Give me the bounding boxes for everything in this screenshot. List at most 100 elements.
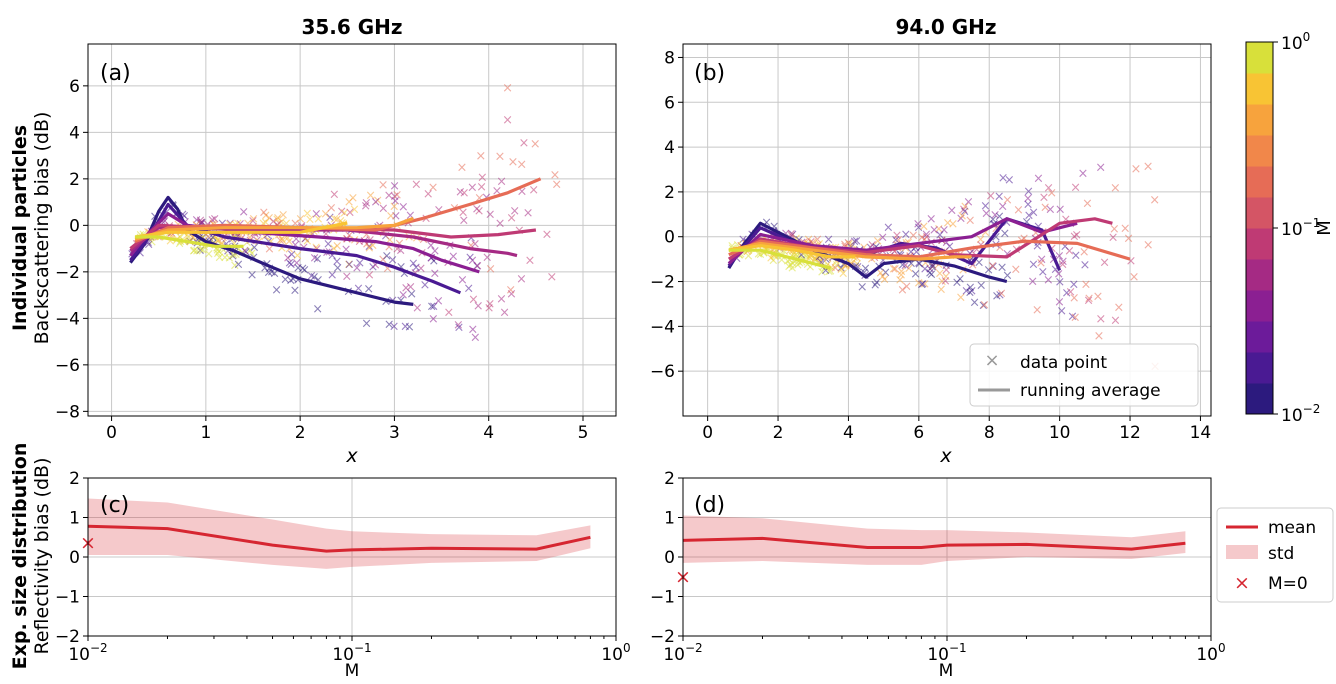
legend-data-point-label: data point (1020, 353, 1107, 373)
panel-a-data-point: × (524, 253, 535, 268)
panel-b-data-point: × (910, 267, 921, 282)
panel-a-data-point: × (168, 199, 179, 214)
panel-a-data-point: × (390, 209, 401, 224)
legend-std-label: std (1268, 544, 1294, 564)
legend-std-patch (1226, 545, 1258, 559)
panel-b-data-point: × (761, 216, 772, 231)
panel-b-data-point: × (1043, 273, 1054, 288)
panel-a-data-point: × (400, 281, 411, 296)
panel-a-data-point: × (344, 229, 355, 244)
panel-a-data-point: × (430, 244, 441, 259)
panel-a-data-point: × (187, 231, 198, 246)
panel-a-data-point: × (419, 278, 430, 293)
panel-b-data-point: × (1019, 231, 1030, 246)
panel-a-data-point: × (433, 294, 444, 309)
panel-b-data-point: × (867, 238, 878, 253)
panel-a-data-point: × (268, 214, 279, 229)
panel-b-data-point: × (803, 233, 814, 248)
panel-a-data-point: × (384, 233, 395, 248)
panel-b-xtick-label: 4 (843, 423, 854, 443)
panel-b-data-point: × (851, 251, 862, 266)
panel-a-data-point: × (353, 281, 364, 296)
panel-a-data-point: × (288, 272, 299, 287)
panel-b-xtick-label: 10 (1049, 423, 1071, 443)
panel-b-data-point: × (1028, 257, 1039, 272)
panel-a-data-point: × (183, 231, 194, 246)
panel-b-data-point: × (790, 248, 801, 263)
panel-b-data-point: × (767, 243, 778, 258)
panel-a-data-point: × (209, 212, 220, 227)
panel-b-data-point: × (893, 233, 904, 248)
panel-a-data-point: × (229, 237, 240, 252)
panel-a-data-point: × (266, 234, 277, 249)
panel-b-data-point: × (980, 199, 991, 214)
panel-b-data-point: × (769, 249, 780, 264)
panel-d-label: (d) (694, 493, 725, 518)
panel-a-data-point: × (458, 206, 469, 221)
panel-a-data-point: × (320, 207, 331, 222)
panel-a-data-point: × (312, 302, 323, 317)
panel-a-data-point: × (188, 230, 199, 245)
colorbar-cell (1246, 259, 1273, 291)
panel-b-data-point: × (1110, 181, 1121, 196)
panel-a-data-point: × (400, 319, 411, 334)
panel-a-data-point: × (426, 251, 437, 266)
panel-a-data-point: × (428, 254, 439, 269)
panel-d-xtick-label: 10−2 (663, 641, 702, 665)
panel-b-data-point: × (1010, 263, 1021, 278)
panel-b-data-point: × (769, 249, 780, 264)
panel-a-data-point: × (509, 204, 520, 219)
panel-b-data-point: × (776, 253, 787, 268)
panel-a-data-point: × (542, 228, 553, 243)
panel-a-data-point: × (331, 213, 342, 228)
panel-b-data-point: × (857, 280, 868, 295)
panel-a-data-point: × (309, 224, 320, 239)
panel-b-data-point: × (1054, 275, 1065, 290)
colorbar-label: M (1314, 220, 1335, 236)
panel-a-data-point: × (516, 272, 527, 287)
panel-a-data-point: × (290, 216, 301, 231)
panel-a-data-point: × (232, 217, 243, 232)
panel-b-data-point: × (802, 258, 813, 273)
panel-a-data-point: × (264, 242, 275, 257)
panel-a-ytick-label: 2 (69, 170, 80, 190)
panel-a-data-point: × (182, 228, 193, 243)
panel-b-data-point: × (994, 241, 1005, 256)
panel-b-data-point: × (1131, 162, 1142, 177)
panel-a-data-point: × (392, 242, 403, 257)
panel-b-data-point: × (1143, 159, 1154, 174)
panel-a-data-point: × (165, 227, 176, 242)
panel-b-data-point: × (1070, 180, 1081, 195)
colorbar-tick-label: 10−2 (1281, 402, 1320, 426)
panel-a-data-point: × (466, 239, 477, 254)
panel-b-data-point: × (811, 250, 822, 265)
panel-a-data-point: × (457, 161, 468, 176)
panel-b-data-point: × (796, 255, 807, 270)
panel-b-data-point: × (921, 230, 932, 245)
panel-b-data-point: × (1023, 184, 1034, 199)
panel-b-data-point: × (877, 231, 888, 246)
panel-b-data-point: × (1109, 222, 1120, 237)
panel-b-data-point: × (814, 237, 825, 252)
panel-a-data-point: × (394, 237, 405, 252)
panel-b-data-point: × (974, 255, 985, 270)
panel-b-data-point: × (1056, 304, 1067, 319)
panel-a-data-point: × (502, 113, 513, 128)
colorbar-cell (1246, 383, 1273, 415)
panel-a-data-point: × (406, 287, 417, 302)
panel-b-data-point: × (852, 260, 863, 275)
panel-c-ytick-label: −2 (55, 627, 80, 647)
panel-a-data-point: × (408, 256, 419, 271)
panel-b-data-point: × (946, 204, 957, 219)
panel-b-data-point: × (1143, 238, 1154, 253)
panel-a-data-point: × (258, 216, 269, 231)
panel-a-data-point: × (239, 244, 250, 259)
panel-b-data-point: × (852, 257, 863, 272)
panel-a-data-point: × (327, 249, 338, 264)
panel-a-data-point: × (378, 201, 389, 216)
panel-c-label: (c) (100, 493, 129, 518)
panel-b-data-point: × (809, 252, 820, 267)
panel-b-data-point: × (1028, 205, 1039, 220)
panel-b-data-point: × (999, 227, 1010, 242)
